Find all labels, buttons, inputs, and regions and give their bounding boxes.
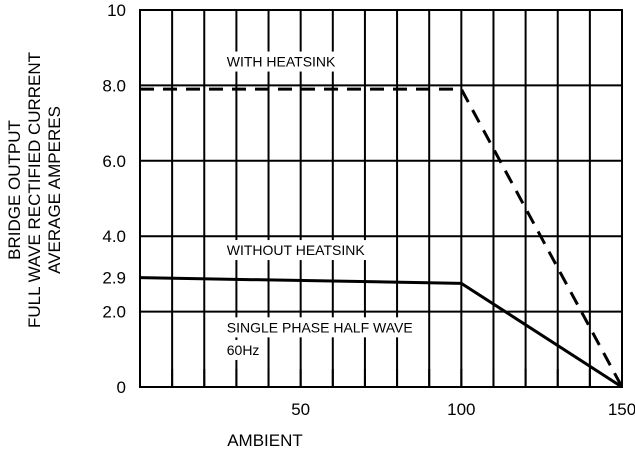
- x-axis-label: AMBIENT: [227, 431, 303, 450]
- annotation-background: [222, 317, 417, 338]
- y-tick-label: 0: [117, 378, 126, 397]
- x-tick-label: 150: [608, 400, 635, 419]
- y-tick-label: 6.0: [102, 152, 126, 171]
- y-tick-labels: 0 2.0 2.9 4.0 6.0 8.0 10: [102, 1, 126, 397]
- plot-frame: [139, 9, 623, 388]
- annotation-background: [222, 51, 341, 72]
- tick-marks: [171, 369, 591, 387]
- y-tick-label: 2.9: [102, 269, 126, 288]
- series-group: [139, 87, 624, 389]
- y-tick-label: 2.0: [102, 303, 126, 322]
- annotation-text: SINGLE PHASE HALF WAVE: [227, 319, 413, 335]
- y-tick-label: 8.0: [102, 76, 126, 95]
- x-tick-labels: 50 100 150: [291, 400, 635, 419]
- annotation: WITH HEATSINK: [222, 51, 341, 72]
- annotation: WITHOUT HEATSINK: [222, 240, 370, 261]
- annotation-text: 60Hz: [227, 342, 260, 358]
- annotation: SINGLE PHASE HALF WAVE: [222, 317, 417, 338]
- annotation: 60Hz: [222, 339, 264, 360]
- series-line-without-heatsink: [139, 276, 623, 389]
- series-line-with-heatsink: [140, 87, 624, 388]
- x-tick-label: 100: [447, 400, 475, 419]
- y-axis-label-line-3: AVERAGE AMPERES: [45, 106, 64, 274]
- annotation-text: WITHOUT HEATSINK: [227, 242, 366, 258]
- annotations: WITH HEATSINK WITHOUT HEATSINK SINGLE PHAS…: [222, 51, 417, 360]
- annotation-background: [222, 240, 370, 261]
- annotation-background: [222, 339, 264, 360]
- y-axis-label-line-1: BRIDGE OUTPUT: [5, 120, 24, 260]
- grid: [140, 10, 622, 387]
- y-tick-label: 10: [107, 1, 126, 20]
- y-tick-label: 4.0: [102, 227, 126, 246]
- x-tick-label: 50: [291, 400, 310, 419]
- y-axis-label: BRIDGE OUTPUT FULL WAVE RECTIFIED CURREN…: [5, 52, 64, 328]
- y-axis-label-line-2: FULL WAVE RECTIFIED CURRENT: [25, 52, 44, 328]
- annotation-text: WITH HEATSINK: [227, 54, 336, 70]
